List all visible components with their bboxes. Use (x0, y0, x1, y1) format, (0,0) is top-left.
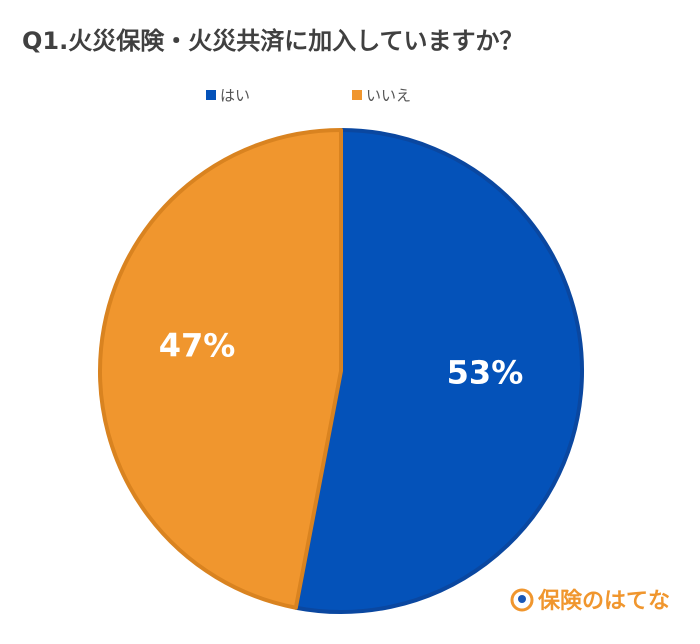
legend-label: はい (220, 87, 250, 105)
data-label: 47% (159, 326, 236, 364)
icon-dot (518, 595, 526, 603)
pie-slice (98, 128, 343, 610)
watermark-icon (510, 588, 534, 612)
legend-swatch (206, 90, 216, 100)
legend-swatch (352, 90, 362, 100)
icon-ring (510, 588, 534, 612)
watermark: 保険のはてな (537, 589, 670, 614)
pie-slice (293, 128, 584, 614)
chart-title: Q1.火災保険・火災共済に加入していますか？ (22, 27, 524, 55)
data-label: 53% (447, 354, 524, 392)
legend-label: いいえ (366, 87, 411, 105)
